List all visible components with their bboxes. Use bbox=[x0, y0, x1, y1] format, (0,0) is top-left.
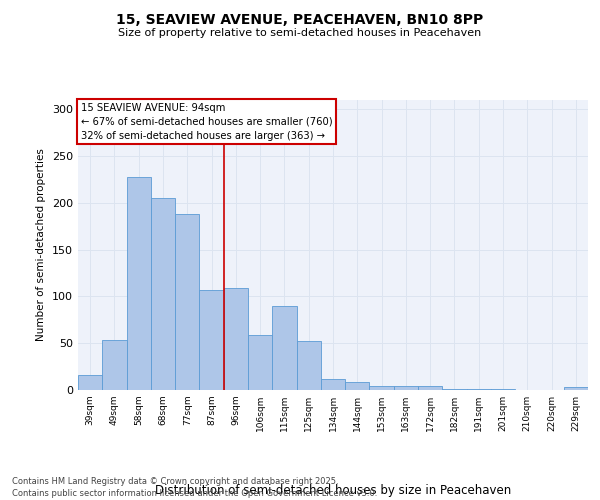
Bar bbox=[175, 214, 199, 390]
Bar bbox=[321, 379, 345, 390]
Text: Size of property relative to semi-detached houses in Peacehaven: Size of property relative to semi-detach… bbox=[118, 28, 482, 38]
Bar bbox=[442, 389, 467, 390]
Bar bbox=[102, 340, 127, 390]
Bar bbox=[370, 386, 394, 390]
Bar bbox=[199, 290, 224, 390]
Text: 15 SEAVIEW AVENUE: 94sqm
← 67% of semi-detached houses are smaller (760)
32% of : 15 SEAVIEW AVENUE: 94sqm ← 67% of semi-d… bbox=[80, 103, 332, 141]
Text: 15, SEAVIEW AVENUE, PEACEHAVEN, BN10 8PP: 15, SEAVIEW AVENUE, PEACEHAVEN, BN10 8PP bbox=[116, 12, 484, 26]
Bar bbox=[272, 306, 296, 390]
X-axis label: Distribution of semi-detached houses by size in Peacehaven: Distribution of semi-detached houses by … bbox=[155, 484, 511, 497]
Bar bbox=[248, 335, 272, 390]
Bar bbox=[224, 288, 248, 390]
Bar bbox=[467, 389, 491, 390]
Text: Contains HM Land Registry data © Crown copyright and database right 2025.
Contai: Contains HM Land Registry data © Crown c… bbox=[12, 476, 377, 498]
Bar bbox=[127, 176, 151, 390]
Y-axis label: Number of semi-detached properties: Number of semi-detached properties bbox=[37, 148, 46, 342]
Bar bbox=[418, 386, 442, 390]
Bar bbox=[151, 198, 175, 390]
Bar bbox=[491, 389, 515, 390]
Bar bbox=[345, 382, 370, 390]
Bar bbox=[78, 375, 102, 390]
Bar bbox=[394, 386, 418, 390]
Bar bbox=[564, 387, 588, 390]
Bar bbox=[296, 342, 321, 390]
